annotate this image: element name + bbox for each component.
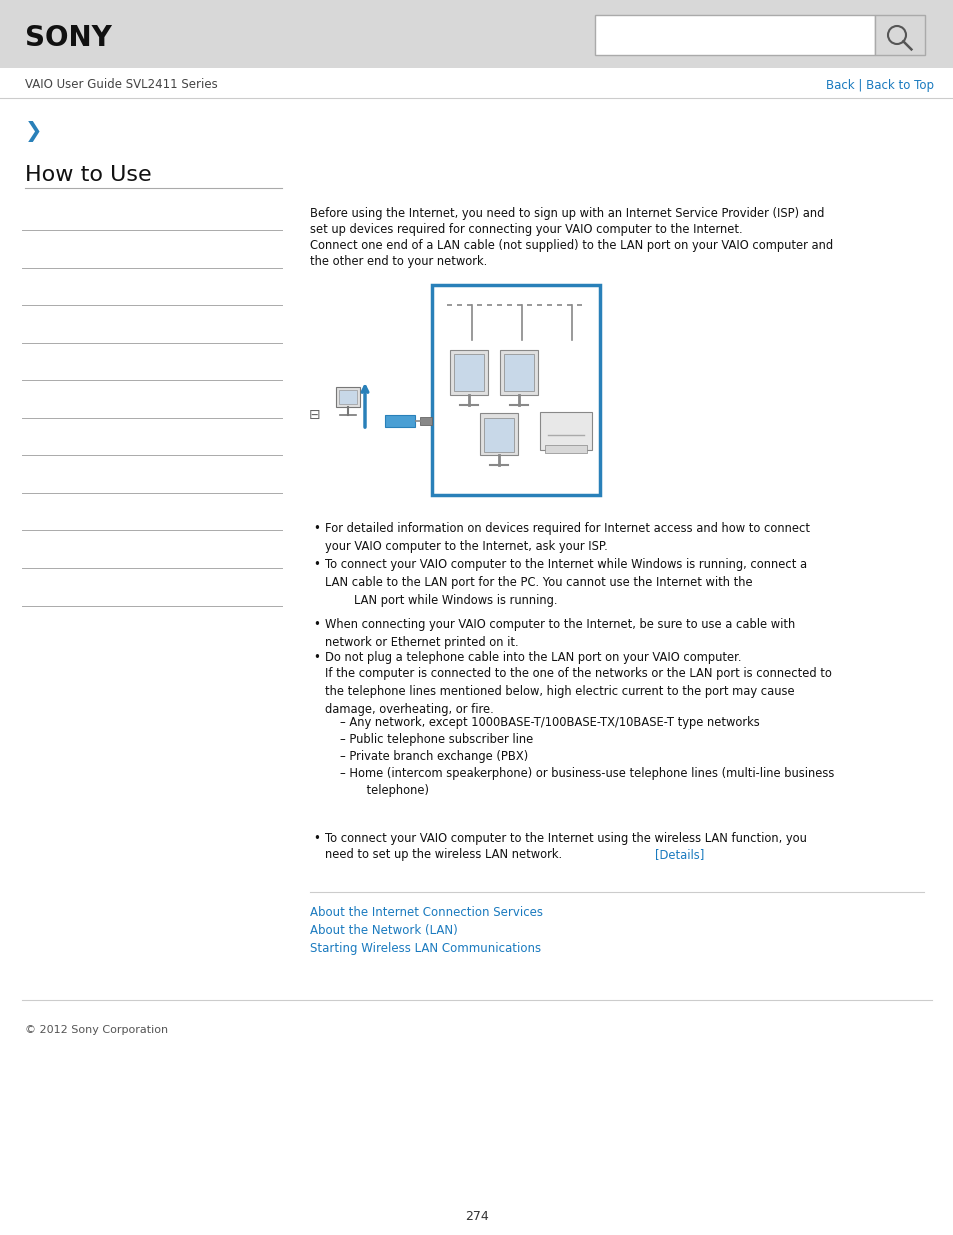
Bar [450,350,488,395]
Text: About the Internet Connection Services: About the Internet Connection Services [310,906,542,919]
Bar [454,354,483,391]
Text: •: • [313,651,319,664]
Text: To connect your VAIO computer to the Internet while Windows is running, connect : To connect your VAIO computer to the Int… [325,558,806,606]
Text: [Details]: [Details] [655,848,703,861]
Text: ❯: ❯ [25,121,43,142]
Text: SONY: SONY [25,23,112,52]
Text: telephone): telephone) [352,784,429,797]
Bar [544,445,586,453]
Text: need to set up the wireless LAN network.: need to set up the wireless LAN network. [325,848,565,861]
Text: Connect one end of a LAN cable (not supplied) to the LAN port on your VAIO compu: Connect one end of a LAN cable (not supp… [310,240,832,252]
Text: 274: 274 [465,1210,488,1223]
Bar [419,417,432,425]
Bar [432,285,599,495]
Text: To connect your VAIO computer to the Internet using the wireless LAN function, y: To connect your VAIO computer to the Int… [325,832,806,845]
Bar [499,350,537,395]
Text: – Public telephone subscriber line: – Public telephone subscriber line [339,734,533,746]
Text: ⊟: ⊟ [309,408,320,422]
Text: •: • [313,618,319,631]
Text: For detailed information on devices required for Internet access and how to conn: For detailed information on devices requ… [325,522,809,553]
Text: Back | Back to Top: Back | Back to Top [825,79,933,91]
Text: – Home (intercom speakerphone) or business-use telephone lines (multi-line busin: – Home (intercom speakerphone) or busine… [339,767,834,781]
Text: Before using the Internet, you need to sign up with an Internet Service Provider: Before using the Internet, you need to s… [310,207,823,220]
Bar [483,417,514,452]
Text: •: • [313,522,319,535]
Text: How to Use: How to Use [25,165,152,185]
Bar [385,415,415,427]
Bar [335,387,359,408]
Bar [479,412,517,454]
Text: •: • [313,832,319,845]
Text: © 2012 Sony Corporation: © 2012 Sony Corporation [25,1025,168,1035]
Text: set up devices required for connecting your VAIO computer to the Internet.: set up devices required for connecting y… [310,224,741,236]
Text: About the Network (LAN): About the Network (LAN) [310,924,457,937]
Bar [503,354,534,391]
Text: the other end to your network.: the other end to your network. [310,254,487,268]
Bar [0,0,953,68]
Bar [539,412,592,450]
Text: When connecting your VAIO computer to the Internet, be sure to use a cable with
: When connecting your VAIO computer to th… [325,618,795,650]
Text: Do not plug a telephone cable into the LAN port on your VAIO computer.: Do not plug a telephone cable into the L… [325,651,740,664]
Bar [874,15,924,56]
Text: – Any network, except 1000BASE-T/100BASE-TX/10BASE-T type networks: – Any network, except 1000BASE-T/100BASE… [339,716,759,729]
Text: •: • [313,558,319,571]
Text: Starting Wireless LAN Communications: Starting Wireless LAN Communications [310,942,540,955]
Text: If the computer is connected to the one of the networks or the LAN port is conne: If the computer is connected to the one … [325,667,831,716]
Bar [595,15,874,56]
Text: – Private branch exchange (PBX): – Private branch exchange (PBX) [339,750,528,763]
Bar [338,390,356,404]
Text: VAIO User Guide SVL2411 Series: VAIO User Guide SVL2411 Series [25,79,217,91]
